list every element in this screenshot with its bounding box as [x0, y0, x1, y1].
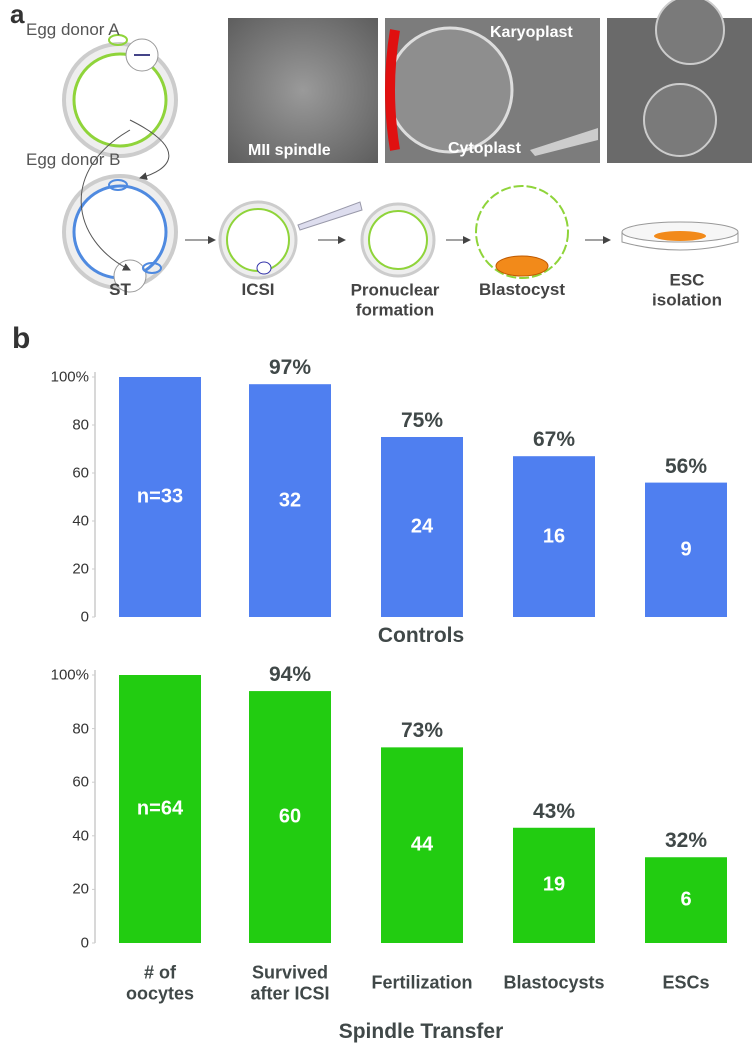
panel-label: a	[10, 0, 25, 29]
value-label: 97%	[268, 356, 312, 380]
count-label: 60	[278, 805, 302, 828]
x-tick-label: Fertilization	[371, 972, 473, 993]
bar	[513, 456, 595, 617]
bar	[381, 747, 463, 943]
y-tick-label: 100%	[50, 666, 89, 684]
value-label: 43%	[532, 799, 576, 823]
bar	[119, 377, 201, 617]
donor-label: Egg donor A	[26, 20, 120, 39]
x-tick-label: ESCs	[662, 972, 710, 993]
bar	[249, 691, 331, 943]
count-label: 19	[542, 873, 566, 896]
y-tick-label: 40	[72, 827, 89, 845]
photo-label: Cytoplast	[448, 140, 521, 157]
value-label: 73%	[400, 719, 444, 743]
y-tick-label: 80	[72, 416, 89, 434]
value-label: 67%	[532, 428, 576, 452]
x-axis-title: Controls	[377, 623, 465, 647]
bar	[119, 675, 201, 943]
value-label: 56%	[664, 454, 708, 478]
bar	[249, 384, 331, 617]
count-label: 24	[410, 515, 434, 538]
y-tick-label: 0	[80, 608, 89, 626]
bar	[645, 857, 727, 943]
photo-label: Karyoplast	[490, 24, 573, 41]
step-label: Blastocyst	[479, 280, 565, 300]
schematic	[62, 0, 752, 293]
photo-label: MII spindle	[248, 142, 331, 159]
count-label: n=64	[136, 797, 184, 820]
bar	[645, 482, 727, 617]
x-axis-title: Spindle Transfer	[338, 1019, 504, 1043]
count-label: 16	[542, 525, 566, 548]
y-tick-label: 80	[72, 719, 89, 737]
panel-label: b	[12, 322, 31, 355]
x-tick-label: Blastocysts	[503, 972, 605, 993]
value-label: 75%	[400, 408, 444, 432]
y-tick-label: 20	[72, 880, 89, 898]
bar	[381, 437, 463, 617]
step-label: Pronuclear formation	[350, 280, 440, 319]
step-label: ICSI	[241, 280, 275, 300]
value-label: 32%	[664, 829, 708, 853]
y-tick-label: 20	[72, 560, 89, 578]
x-tick-label: # of oocytes	[125, 962, 195, 1003]
count-label: 9	[680, 538, 692, 561]
step-label: ESC isolation	[652, 270, 722, 309]
bar	[513, 827, 595, 943]
y-tick-label: 100%	[50, 368, 89, 386]
y-tick-label: 60	[72, 773, 89, 791]
step-label: ST	[109, 280, 131, 300]
y-tick-label: 0	[80, 934, 89, 952]
y-tick-label: 40	[72, 512, 89, 530]
y-tick-label: 60	[72, 464, 89, 482]
x-tick-label: Survived after ICSI	[250, 962, 330, 1003]
count-label: 6	[680, 888, 692, 911]
count-label: n=33	[136, 485, 184, 508]
value-label: 94%	[268, 663, 312, 687]
count-label: 44	[410, 833, 434, 856]
donor-label: Egg donor B	[26, 150, 121, 169]
count-label: 32	[278, 489, 302, 512]
